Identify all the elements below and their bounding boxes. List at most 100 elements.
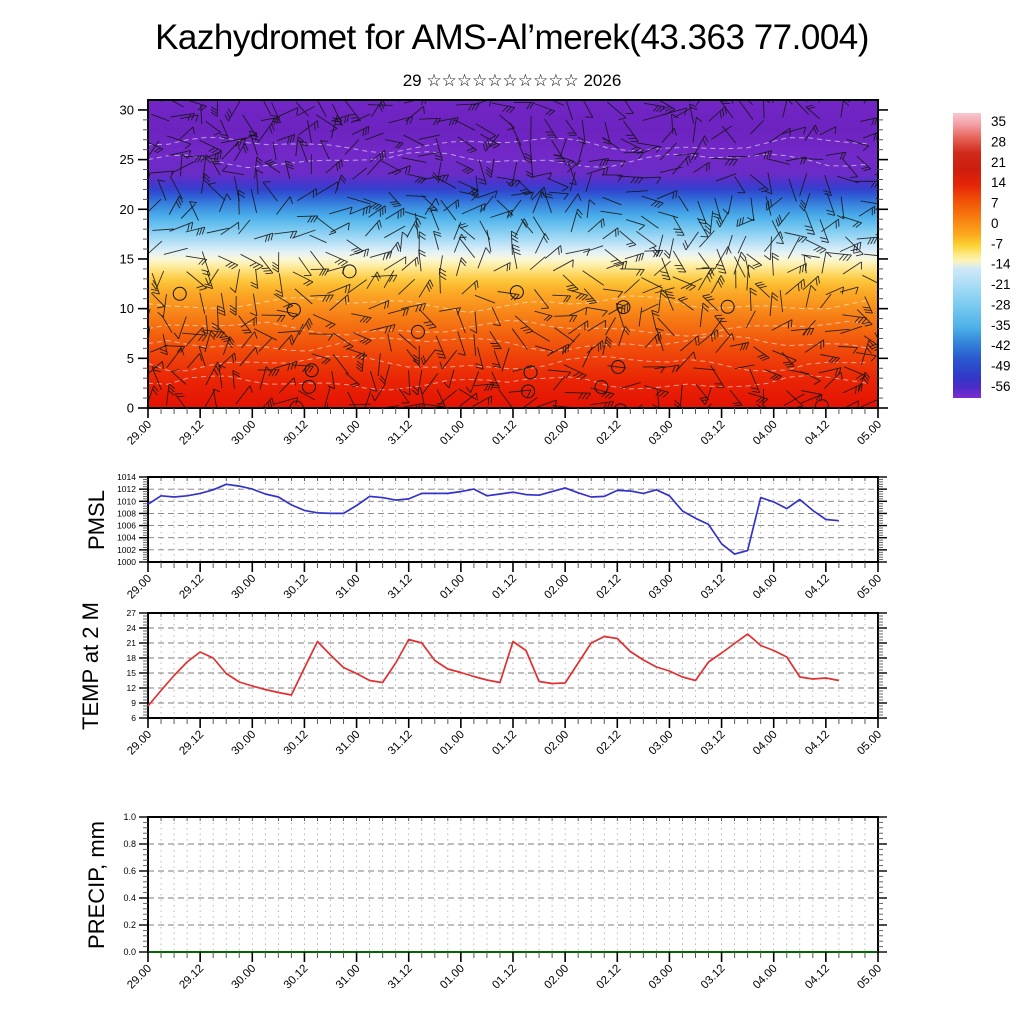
white-contour-line bbox=[148, 355, 869, 372]
calm-wind-circle bbox=[410, 324, 425, 339]
white-contour-line bbox=[148, 136, 869, 154]
temp2m-y-axis: 6 9 12 15 18 21 24 27 bbox=[127, 608, 887, 723]
calm-wind-circle bbox=[286, 302, 301, 317]
x-tick-label: 30.12 bbox=[282, 573, 311, 602]
colorbar-tick-label: 0 bbox=[991, 216, 999, 231]
calm-wind-circle bbox=[172, 286, 187, 301]
x-axis-labels: 29.00 29.12 30.00 30.12 31.00 31.12 01.00 01.12… bbox=[125, 419, 884, 448]
x-tick-label: 31.00 bbox=[334, 729, 363, 758]
x-tick-label: 29.00 bbox=[125, 963, 154, 992]
x-tick-label: 02.12 bbox=[595, 729, 624, 758]
x-tick-label: 31.12 bbox=[386, 729, 415, 758]
x-tick-label: 31.00 bbox=[334, 963, 363, 992]
page-title: Kazhydromet for AMS-Al’merek(43.363 77.0… bbox=[155, 18, 869, 57]
x-tick-label: 29.00 bbox=[125, 419, 154, 448]
precip-y-tick-label: 1.0 bbox=[123, 812, 136, 822]
x-tick-label: 30.00 bbox=[230, 963, 259, 992]
x-axis-labels: 29.00 29.12 30.00 30.12 31.00 31.12 01.00 01.12… bbox=[125, 729, 884, 758]
x-tick-label: 03.00 bbox=[647, 963, 676, 992]
pmsl-y-tick-label: 1006 bbox=[117, 521, 136, 531]
temp2m-y-tick-label: 12 bbox=[127, 683, 137, 693]
x-axis-labels: 29.00 29.12 30.00 30.12 31.00 31.12 01.00 01.12… bbox=[125, 963, 884, 992]
calm-wind-circle bbox=[594, 380, 609, 395]
x-tick-label: 30.00 bbox=[230, 729, 259, 758]
colorbar-strip bbox=[953, 113, 981, 398]
main-y-tick-label: 15 bbox=[120, 251, 134, 266]
x-axis-ticks bbox=[147, 408, 879, 418]
temp-height-section-panel: 0 5 10 15 20 25 30 29.00 29.12 30.00 30.12 31.00 31.… bbox=[120, 99, 888, 448]
calm-wind-circle bbox=[521, 384, 536, 399]
x-tick-label: 03.12 bbox=[699, 419, 728, 448]
x-tick-label: 30.12 bbox=[282, 419, 311, 448]
colorbar-tick-label: 14 bbox=[991, 175, 1007, 190]
colorbar-tick-label: -56 bbox=[991, 379, 1011, 394]
x-tick-label: 31.12 bbox=[386, 573, 415, 602]
main-y-tick-label: 5 bbox=[127, 351, 134, 366]
x-tick-label: 31.00 bbox=[334, 419, 363, 448]
x-tick-label: 03.00 bbox=[647, 573, 676, 602]
main-y-tick-label: 25 bbox=[120, 152, 134, 167]
temp2m-panel: 6 9 12 15 18 21 24 27 29.00 29.12 30.00 30.12 31.00 3… bbox=[125, 608, 887, 757]
x-tick-label: 01.12 bbox=[490, 419, 519, 448]
colorbar-tick-label: -49 bbox=[991, 359, 1011, 374]
x-axis-ticks bbox=[147, 562, 879, 572]
main-y-axis: 0 5 10 15 20 25 30 bbox=[120, 102, 888, 416]
white-contour-line bbox=[148, 374, 869, 391]
x-tick-label: 05.00 bbox=[855, 573, 884, 602]
precip-y-tick-label: 0.8 bbox=[123, 839, 136, 849]
x-tick-label: 01.00 bbox=[438, 419, 467, 448]
pmsl-y-axis: 1000 1002 1004 1006 1008 1010 1012 1014 bbox=[117, 472, 887, 567]
pmsl-y-tick-label: 1014 bbox=[117, 472, 136, 482]
temp2m-line bbox=[147, 633, 840, 707]
temp2m-y-tick-label: 18 bbox=[127, 653, 137, 663]
colorbar-tick-label: 7 bbox=[991, 196, 999, 211]
x-axis-ticks bbox=[147, 952, 879, 962]
precip-y-tick-label: 0.0 bbox=[123, 947, 136, 957]
calm-wind-circle bbox=[342, 264, 357, 279]
pmsl-y-tick-label: 1010 bbox=[117, 496, 136, 506]
precip-panel: 0.0 0.2 0.4 0.6 0.8 1.0 29.00 29.12 30.00 30.12 31… bbox=[123, 812, 887, 991]
x-tick-label: 02.12 bbox=[595, 573, 624, 602]
main-y-tick-label: 0 bbox=[127, 401, 134, 416]
x-tick-label: 01.12 bbox=[490, 573, 519, 602]
temp2m-y-tick-label: 24 bbox=[127, 623, 137, 633]
colorbar-tick-label: -14 bbox=[991, 257, 1011, 272]
x-tick-label: 04.12 bbox=[803, 573, 832, 602]
main-y-tick-label: 10 bbox=[120, 301, 134, 316]
page-subtitle: 29 ☆☆☆☆☆☆☆☆☆☆ 2026 bbox=[402, 71, 622, 90]
calm-wind-circle bbox=[720, 299, 735, 314]
x-tick-label: 04.12 bbox=[803, 963, 832, 992]
x-tick-label: 30.12 bbox=[282, 729, 311, 758]
x-tick-label: 29.12 bbox=[177, 419, 206, 448]
white-contour-line bbox=[148, 319, 869, 337]
x-tick-label: 30.00 bbox=[230, 573, 259, 602]
x-tick-label: 03.12 bbox=[699, 963, 728, 992]
x-tick-label: 05.00 bbox=[855, 729, 884, 758]
colorbar-tick-label: 28 bbox=[991, 134, 1006, 149]
temp2m-y-tick-label: 27 bbox=[127, 608, 137, 618]
calm-wind-circle bbox=[611, 359, 626, 374]
x-tick-label: 30.00 bbox=[230, 419, 259, 448]
main-y-tick-label: 20 bbox=[120, 202, 134, 217]
calm-wind-circle bbox=[613, 403, 628, 408]
x-tick-label: 03.00 bbox=[647, 419, 676, 448]
x-tick-label: 31.12 bbox=[386, 419, 415, 448]
x-axis-labels: 29.00 29.12 30.00 30.12 31.00 31.12 01.00 01.12… bbox=[125, 573, 884, 602]
wind-barbs-overlay bbox=[148, 100, 878, 408]
colorbar-tick-label: 21 bbox=[991, 155, 1006, 170]
pmsl-y-tick-label: 1012 bbox=[117, 484, 136, 494]
precip-y-tick-label: 0.4 bbox=[123, 893, 136, 903]
calm-wind-circle bbox=[304, 363, 319, 378]
temp2m-y-tick-label: 9 bbox=[131, 698, 136, 708]
pmsl-y-tick-label: 1004 bbox=[117, 533, 136, 543]
temp2m-y-tick-label: 6 bbox=[131, 713, 136, 723]
colorbar-tick-label: 35 bbox=[991, 114, 1006, 129]
calm-wind-circle bbox=[301, 379, 316, 394]
x-tick-label: 30.12 bbox=[282, 963, 311, 992]
x-tick-label: 04.12 bbox=[803, 729, 832, 758]
precip-y-axis: 0.0 0.2 0.4 0.6 0.8 1.0 bbox=[123, 812, 887, 957]
x-tick-label: 05.00 bbox=[855, 963, 884, 992]
x-tick-label: 04.12 bbox=[803, 419, 832, 448]
